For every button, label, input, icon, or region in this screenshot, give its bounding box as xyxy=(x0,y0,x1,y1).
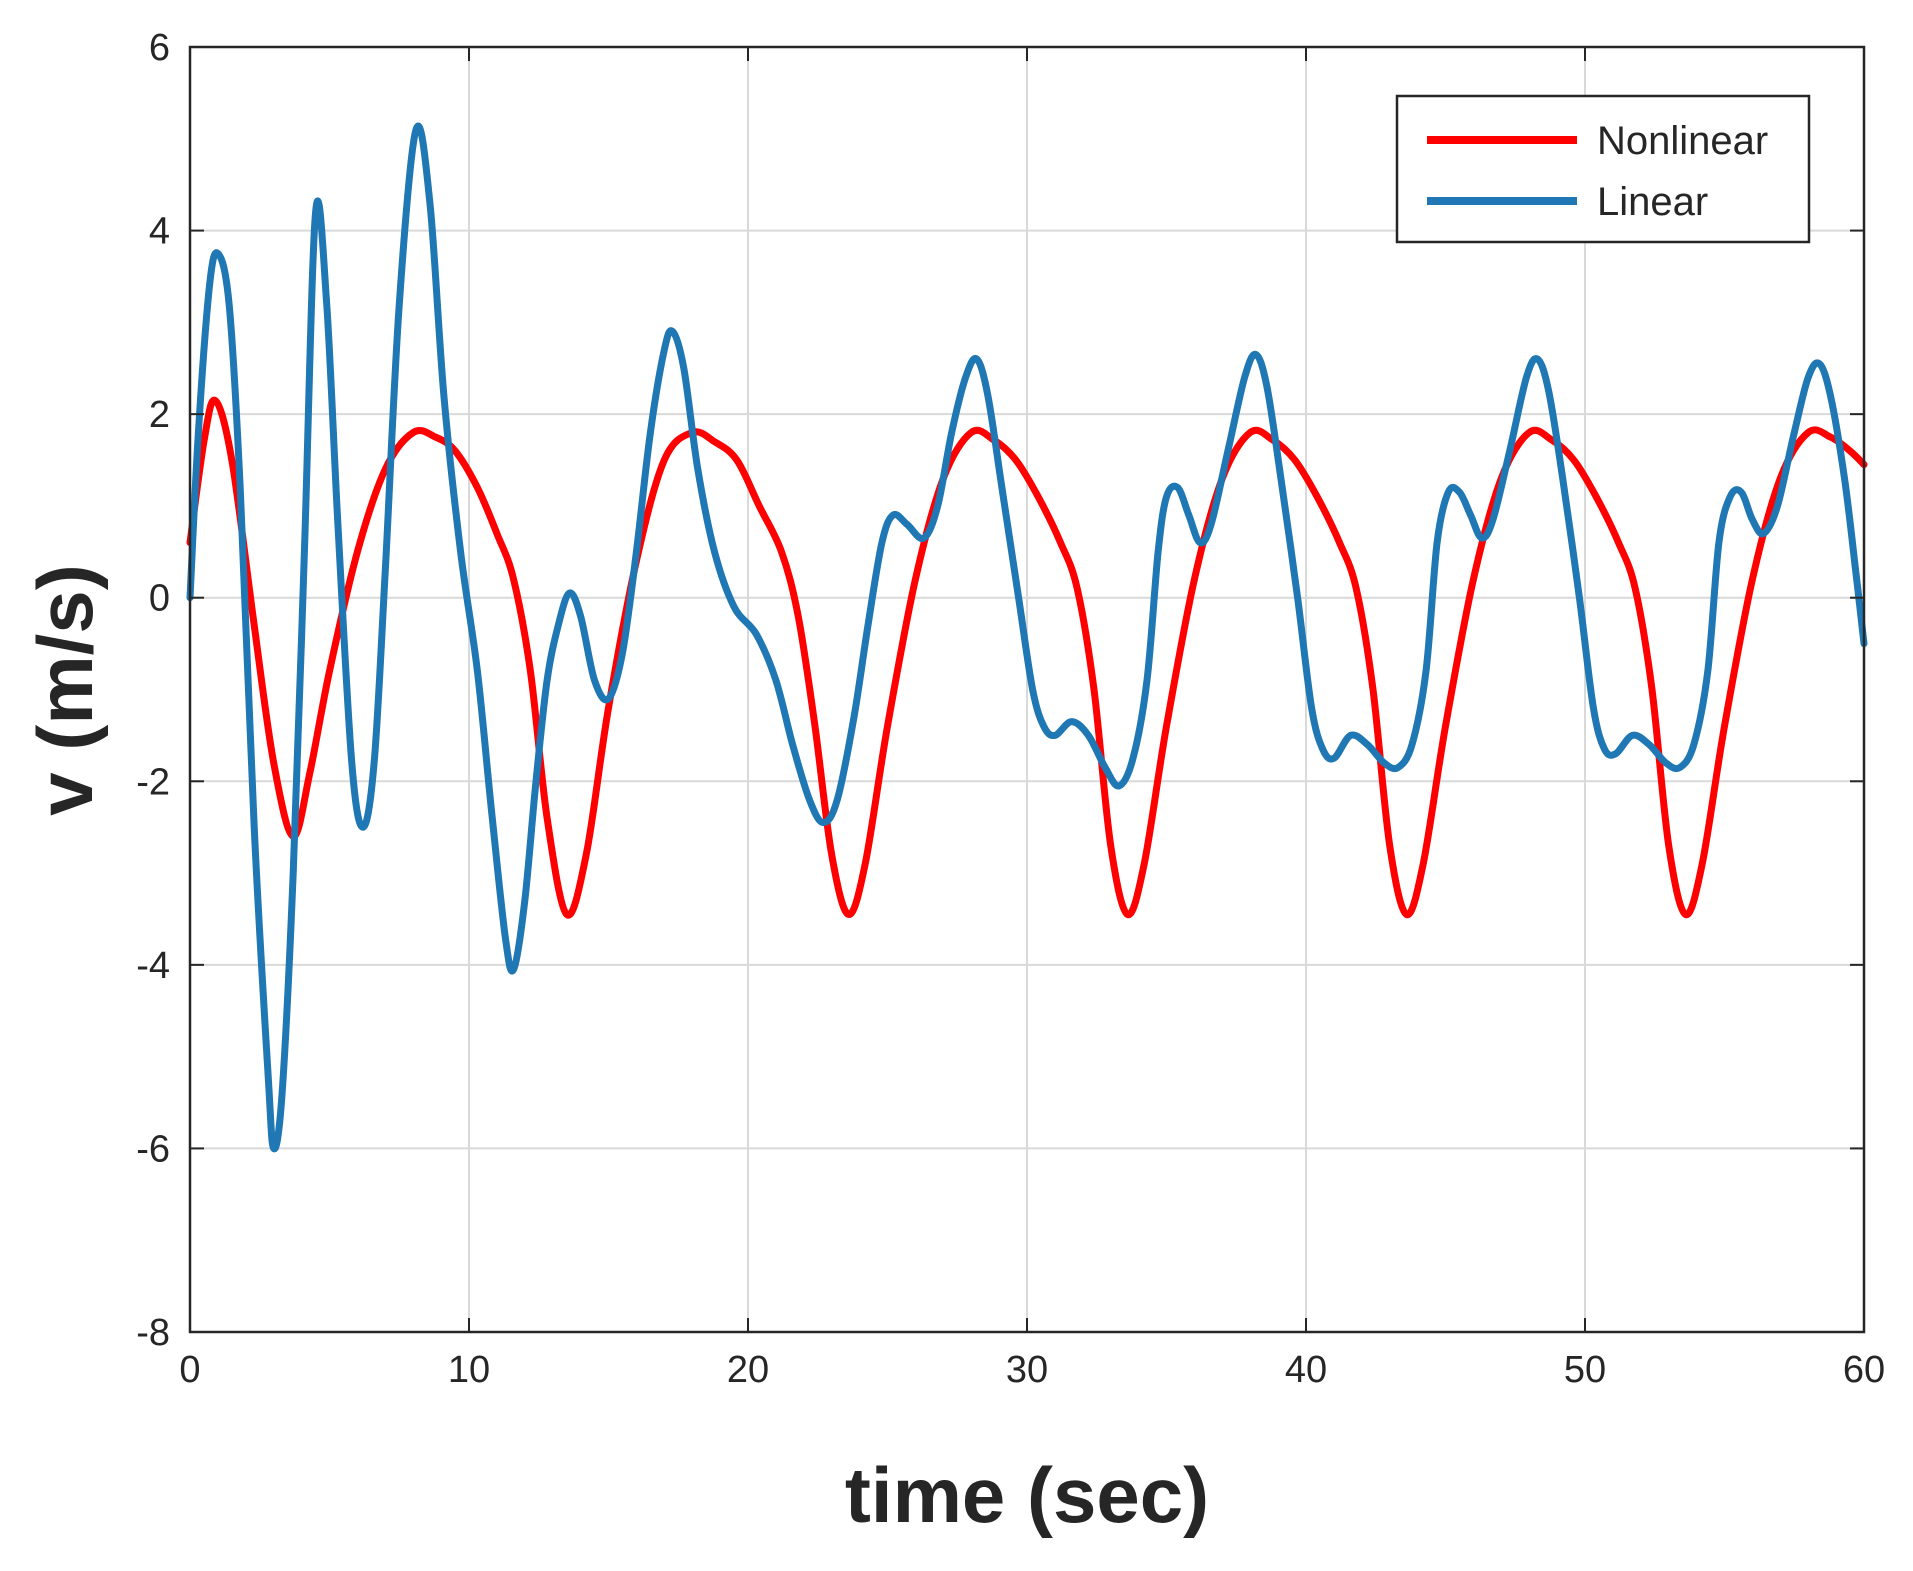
x-tick-label: 40 xyxy=(1285,1349,1327,1391)
y-tick-label: 6 xyxy=(149,27,170,69)
y-tick-label: 0 xyxy=(149,578,170,620)
series-line-nonlinear xyxy=(186,396,1868,919)
y-tick-label: -6 xyxy=(136,1128,170,1170)
x-tick-label: 10 xyxy=(448,1349,490,1391)
x-tick-label: 20 xyxy=(727,1349,769,1391)
legend-label-nonlinear: Nonlinear xyxy=(1597,119,1768,163)
x-tick-label: 50 xyxy=(1564,1349,1606,1391)
series-line-linear xyxy=(186,122,1868,1153)
y-axis-label: v (m/s) xyxy=(21,564,109,815)
y-tick-label: -2 xyxy=(136,761,170,803)
y-tick-label: -8 xyxy=(136,1312,170,1354)
x-tick-label: 60 xyxy=(1843,1349,1885,1391)
legend: Nonlinear Linear xyxy=(1395,94,1811,244)
x-tick-label: 30 xyxy=(1006,1349,1048,1391)
x-tick-label: 0 xyxy=(179,1349,200,1391)
x-axis-label: time (sec) xyxy=(845,1451,1209,1539)
series-lines xyxy=(186,122,1868,1153)
y-tick-label: 2 xyxy=(149,394,170,436)
y-tick-label: -4 xyxy=(136,945,170,987)
legend-label-linear: Linear xyxy=(1597,180,1708,224)
legend-box xyxy=(1395,94,1811,244)
y-tick-label: 4 xyxy=(149,211,170,253)
